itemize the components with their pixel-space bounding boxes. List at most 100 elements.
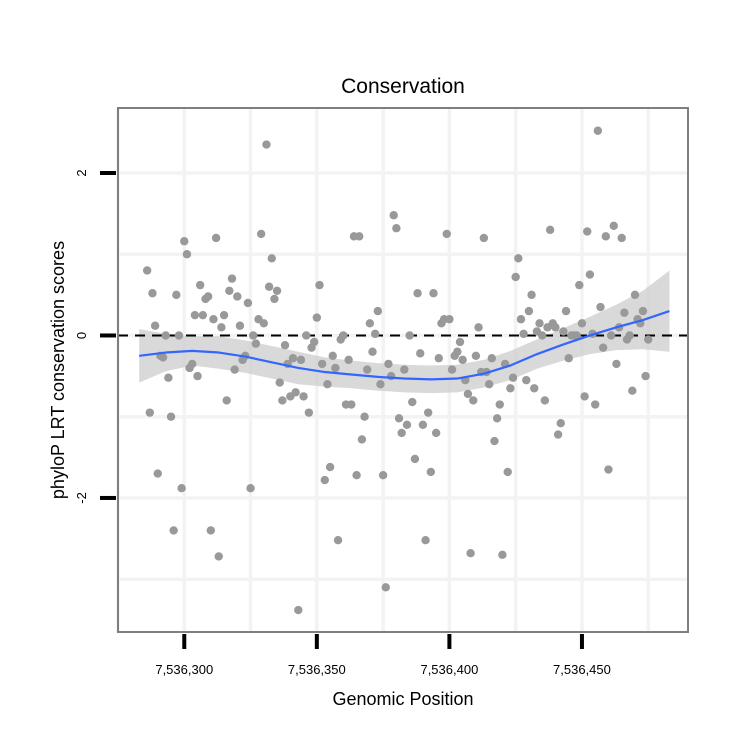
data-point — [601, 232, 611, 241]
y-tick-label: -2 — [74, 492, 89, 504]
data-point — [598, 343, 608, 352]
data-point — [280, 341, 290, 350]
data-point — [304, 408, 314, 417]
data-point — [392, 224, 401, 233]
data-point — [344, 355, 353, 365]
data-point — [198, 310, 208, 320]
data-point — [519, 329, 528, 339]
x-tick-label: 7,536,450 — [553, 662, 611, 677]
data-point — [299, 392, 308, 401]
data-point — [431, 428, 441, 438]
data-point — [325, 462, 335, 472]
data-point — [617, 233, 626, 243]
data-point — [368, 347, 377, 356]
data-point — [315, 280, 324, 290]
data-point — [363, 365, 372, 374]
data-point — [628, 386, 637, 395]
data-point — [577, 319, 587, 328]
data-point — [259, 319, 269, 328]
data-point — [331, 363, 340, 373]
data-point — [177, 484, 186, 493]
data-point — [195, 280, 205, 290]
data-point — [193, 371, 202, 381]
data-point — [323, 380, 332, 389]
data-point — [479, 233, 489, 243]
data-point — [495, 400, 504, 409]
data-point — [264, 282, 274, 291]
data-point — [222, 396, 231, 405]
data-point — [180, 237, 189, 246]
data-point — [514, 254, 523, 263]
data-point — [188, 359, 197, 369]
data-point — [490, 436, 499, 446]
data-point — [360, 412, 369, 421]
data-point — [620, 308, 629, 317]
y-tick-label: 2 — [74, 169, 89, 176]
ticks-layer: 7,536,300 7,536,350 7,536,400 7,536,450 -2 0 2 — [74, 169, 611, 677]
data-point — [339, 331, 348, 340]
data-point — [506, 384, 515, 393]
data-point — [249, 331, 258, 340]
data-point — [164, 373, 173, 382]
data-point — [609, 221, 618, 230]
data-point — [644, 335, 653, 344]
data-point — [174, 331, 184, 340]
data-point — [572, 331, 581, 340]
data-point — [320, 475, 329, 485]
data-point — [524, 306, 534, 316]
data-point — [294, 605, 303, 615]
data-point — [580, 392, 589, 401]
data-point — [559, 327, 568, 336]
data-point — [527, 290, 536, 300]
data-point — [153, 469, 162, 478]
data-point — [365, 319, 375, 328]
data-point — [328, 351, 337, 360]
data-point — [551, 323, 560, 332]
data-point — [142, 266, 152, 275]
data-point — [394, 414, 404, 423]
data-point — [190, 310, 200, 320]
data-point — [469, 396, 478, 405]
data-point — [169, 526, 178, 535]
data-point — [235, 321, 245, 330]
data-point — [400, 365, 409, 374]
data-point — [296, 355, 306, 365]
data-point — [256, 229, 266, 239]
data-point — [378, 471, 388, 480]
data-point — [416, 349, 425, 358]
data-point — [583, 227, 592, 236]
data-point — [463, 389, 473, 399]
data-point — [166, 412, 176, 421]
data-point — [535, 319, 544, 328]
smooth-trend-line — [139, 310, 670, 381]
chart-title: Conservation — [341, 75, 465, 98]
data-point — [498, 550, 507, 560]
data-point — [243, 298, 253, 308]
data-point — [347, 400, 356, 409]
data-point — [591, 400, 600, 409]
data-point — [487, 354, 497, 363]
data-point — [612, 359, 621, 369]
data-point — [214, 552, 223, 561]
data-point — [302, 331, 311, 340]
data-point — [585, 270, 595, 279]
data-point — [217, 323, 226, 332]
data-point — [312, 313, 322, 322]
data-point — [376, 380, 385, 389]
data-point — [455, 337, 465, 347]
data-point — [540, 396, 550, 405]
data-point — [418, 420, 428, 430]
data-point — [219, 310, 229, 320]
data-point — [370, 329, 380, 339]
plot-panel-border — [117, 107, 689, 633]
data-point — [246, 484, 255, 493]
data-point — [575, 280, 584, 290]
x-tick-label: 7,536,300 — [155, 662, 213, 677]
data-point — [309, 337, 319, 347]
data-point — [561, 306, 571, 316]
data-point — [288, 354, 298, 363]
data-point — [278, 396, 287, 405]
data-point — [604, 465, 613, 474]
data-point — [150, 321, 160, 330]
